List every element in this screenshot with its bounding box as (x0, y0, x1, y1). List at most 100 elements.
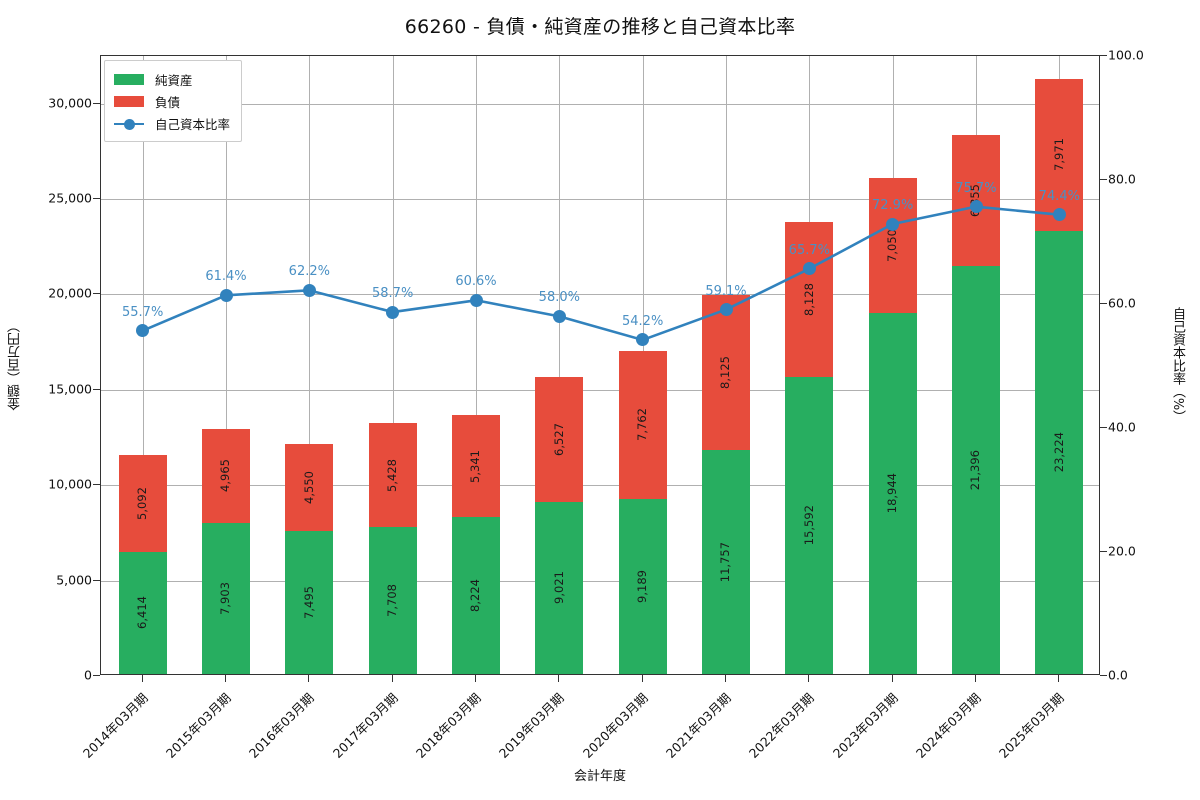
equity-ratio-label: 74.4% (1038, 188, 1080, 204)
bar-segment-liabilities[interactable]: 5,341 (452, 415, 500, 518)
bar-segment-net-assets[interactable]: 18,944 (868, 312, 917, 674)
gridline-vertical (309, 56, 311, 674)
equity-ratio-point[interactable] (552, 309, 566, 323)
equity-ratio-label: 61.4% (205, 269, 247, 285)
x-axis-tick-mark (641, 675, 643, 682)
bar-segment-net-assets[interactable]: 7,708 (368, 526, 417, 674)
bar-group[interactable]: 7,903 4,965 (202, 54, 250, 674)
bar-group[interactable]: 6,414 5,092 (118, 54, 167, 674)
x-axis-tick-label: 2018年03月期 (412, 690, 484, 761)
equity-ratio-line (141, 205, 1061, 342)
bar-segment-net-assets[interactable]: 21,396 (952, 265, 1000, 674)
y-axis-tick-mark-left (93, 675, 100, 676)
y-axis-tick-label-left: 20,000 (48, 285, 92, 301)
equity-ratio-point[interactable] (136, 324, 150, 338)
bar-segment-liabilities[interactable]: 7,050 (868, 178, 917, 313)
bar-segment-net-assets[interactable]: 7,495 (285, 531, 334, 674)
bar-segment-liabilities[interactable]: 5,092 (118, 454, 167, 552)
equity-ratio-point[interactable] (719, 303, 733, 317)
gridline-vertical (142, 56, 144, 674)
y-axis-tick-mark-right (1100, 551, 1107, 552)
y-axis-tick-mark-right (1100, 179, 1107, 180)
bar-segment-liabilities[interactable]: 7,971 (1035, 78, 1084, 231)
y-axis-tick-label-right: 20.0 (1108, 543, 1136, 559)
bar-segment-net-assets[interactable]: 15,592 (785, 376, 834, 674)
x-axis-tick-mark (141, 675, 143, 682)
gridline-horizontal (101, 294, 1099, 296)
equity-ratio-point[interactable] (386, 305, 400, 319)
bar-segment-liabilities[interactable]: 8,125 (702, 294, 750, 450)
equity-ratio-label: 62.2% (288, 264, 330, 280)
y-axis-tick-label-left: 25,000 (48, 190, 92, 206)
y-axis-tick-label-left: 15,000 (48, 381, 92, 397)
x-axis-tick-mark (891, 675, 893, 682)
equity-ratio-point[interactable] (302, 283, 316, 297)
bar-group[interactable]: 21,3966,855 (952, 54, 1000, 674)
equity-ratio-label: 59.1% (705, 283, 747, 299)
equity-ratio-point[interactable] (469, 293, 483, 307)
equity-ratio-label: 54.2% (622, 313, 664, 329)
gridline-horizontal (101, 199, 1099, 201)
bar-group[interactable]: 8,224 5,341 (452, 54, 500, 674)
bar-group[interactable]: 23,224 7,971 (1035, 54, 1084, 674)
bar-segment-net-assets[interactable]: 9,189 (618, 498, 667, 674)
bar-group[interactable]: 18,944 7,050 (868, 54, 917, 674)
x-axis-tick-mark (308, 675, 310, 682)
y-axis-tick-mark-right (1100, 675, 1107, 676)
y-axis-tick-label-right: 60.0 (1108, 295, 1136, 311)
chart-title: 66260 - 負債・純資産の推移と自己資本比率 (404, 16, 796, 38)
bar-segment-net-assets[interactable]: 8,224 (452, 517, 500, 674)
y-axis-tick-mark-left (93, 579, 100, 581)
x-axis-tick-mark (725, 675, 726, 682)
gridline-vertical (476, 56, 477, 674)
bar-segment-net-assets[interactable]: 11,757 (702, 449, 750, 674)
bar-segment-net-assets[interactable]: 9,021 (535, 501, 584, 674)
equity-ratio-point[interactable] (636, 333, 650, 347)
line-series-layer: 55.7% 61.4% 62.2% 58.7% 60.6% 58.0% 54.2% 59.1%… (101, 56, 1099, 674)
legend-color-swatch (114, 95, 144, 107)
equity-ratio-point[interactable] (886, 217, 900, 231)
bar-group[interactable]: 7,495 4,550 (285, 54, 334, 674)
bar-segment-net-assets[interactable]: 7,903 (202, 523, 250, 674)
bar-group[interactable]: 15,592 8,128 (785, 54, 834, 674)
bar-group[interactable]: 9,021 6,527 (535, 54, 584, 674)
x-axis-tick-label: 2015年03月期 (162, 690, 234, 761)
equity-ratio-point[interactable] (802, 262, 816, 276)
bar-segment-net-assets[interactable]: 23,224 (1035, 230, 1084, 674)
equity-ratio-label: 60.6% (455, 274, 497, 290)
x-axis-tick-label: 2024年03月期 (912, 690, 984, 761)
x-axis-tick-label: 2023年03月期 (829, 690, 901, 761)
y-axis-tick-label-left: 10,000 (48, 476, 92, 492)
bar-segment-liabilities[interactable]: 5,428 (368, 423, 417, 527)
gridline-vertical (392, 56, 394, 674)
y-axis-tick-mark-right (1100, 427, 1107, 428)
y-axis-tick-mark-left (93, 198, 100, 200)
legend-item[interactable]: 純資産 (114, 68, 230, 90)
equity-ratio-point[interactable] (1052, 208, 1066, 222)
x-axis-tick-label: 2014年03月期 (79, 690, 151, 761)
bar-group[interactable]: 7,708 5,428 (368, 54, 417, 674)
gridline-vertical (559, 56, 561, 674)
bar-segment-liabilities[interactable]: 4,965 (202, 428, 250, 524)
equity-ratio-label: 72.9% (872, 198, 914, 214)
bar-segment-liabilities[interactable]: 7,762 (618, 350, 667, 499)
y-axis-tick-label-right: 0.0 (1108, 667, 1128, 683)
x-axis-tick-label: 2017年03月期 (329, 690, 401, 761)
x-axis-label: 会計年度 (573, 769, 626, 784)
x-axis-tick-mark (975, 675, 976, 682)
legend-item[interactable]: 負債 (114, 90, 230, 112)
bar-segment-net-assets[interactable]: 6,414 (118, 551, 167, 674)
x-axis-tick-mark (558, 675, 560, 682)
gridline-horizontal (101, 389, 1099, 391)
bar-segment-liabilities[interactable]: 8,128 (785, 221, 834, 377)
bar-group[interactable]: 9,189 7,762 (618, 54, 667, 674)
chart-legend: 純資産 負債自己資本比率 (104, 60, 243, 142)
bar-segment-liabilities[interactable]: 4,550 (285, 444, 334, 532)
bar-segment-liabilities[interactable]: 6,527 (535, 377, 584, 502)
bar-group[interactable]: 11,757 8,125 (702, 54, 750, 674)
legend-item-label: 自己資本比率 (155, 116, 231, 132)
equity-ratio-point[interactable] (219, 288, 233, 302)
legend-item[interactable]: 自己資本比率 (114, 112, 230, 134)
equity-ratio-point[interactable] (969, 200, 983, 214)
